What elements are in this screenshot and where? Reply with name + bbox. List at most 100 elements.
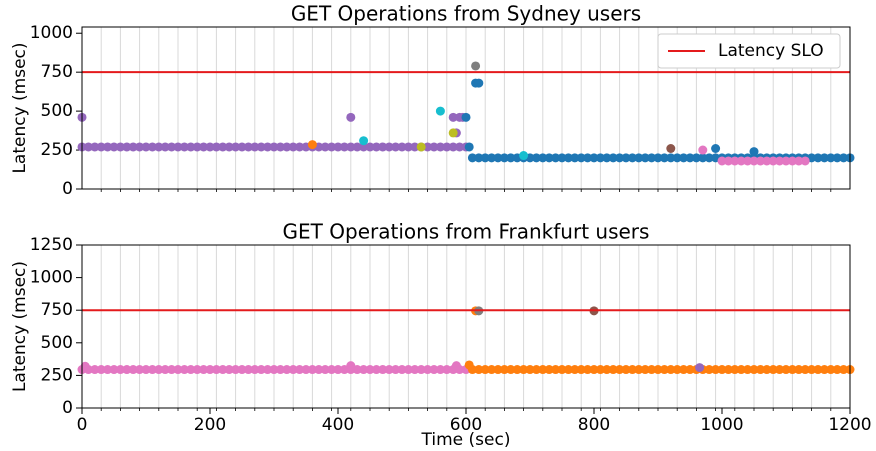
point <box>403 142 413 152</box>
point <box>819 153 829 163</box>
point <box>570 365 580 375</box>
point <box>551 153 561 163</box>
point <box>557 365 567 375</box>
point <box>666 153 676 163</box>
y-tick-label: 750 <box>41 300 73 320</box>
y-tick-label: 0 <box>62 179 73 199</box>
point <box>416 365 426 375</box>
axes-frame <box>81 244 851 409</box>
x-tick-label: 1200 <box>828 415 871 435</box>
point <box>103 142 113 152</box>
point <box>115 142 125 152</box>
point <box>557 153 567 163</box>
point <box>365 142 375 152</box>
point <box>282 365 292 375</box>
point <box>493 153 503 163</box>
point <box>186 142 196 152</box>
point <box>231 365 241 375</box>
axes-frame <box>81 26 851 190</box>
subplot: 0 200 400 600 800 1000 1200 0 250 500 750 1000 1250 G… <box>10 220 872 451</box>
point <box>615 365 625 375</box>
point <box>256 365 266 375</box>
point <box>128 142 138 152</box>
point <box>435 142 445 152</box>
point <box>96 142 106 152</box>
point <box>141 142 151 152</box>
point <box>698 145 708 155</box>
point <box>775 365 785 375</box>
point <box>679 153 689 163</box>
point <box>704 153 714 163</box>
point <box>314 365 324 375</box>
point <box>832 153 842 163</box>
point <box>250 142 260 152</box>
point <box>487 153 497 163</box>
y-tick-label: 750 <box>41 62 73 82</box>
point <box>698 153 708 163</box>
chart-title: GET Operations from Sydney users <box>291 2 641 26</box>
point <box>717 365 727 375</box>
point <box>621 365 631 375</box>
point <box>730 156 740 166</box>
point <box>768 365 778 375</box>
point <box>205 365 215 375</box>
point <box>103 365 113 375</box>
point <box>551 365 561 375</box>
point <box>378 142 388 152</box>
point <box>384 142 394 152</box>
point <box>723 365 733 375</box>
point <box>755 156 765 166</box>
point <box>755 365 765 375</box>
point <box>192 365 202 375</box>
point <box>231 142 241 152</box>
y-tick-label: 1000 <box>30 23 73 43</box>
point <box>538 365 548 375</box>
point <box>320 365 330 375</box>
point <box>320 142 330 152</box>
point <box>371 142 381 152</box>
point <box>301 365 311 375</box>
point <box>563 153 573 163</box>
point <box>346 142 356 152</box>
point <box>282 142 292 152</box>
point <box>627 365 637 375</box>
point <box>826 153 836 163</box>
point <box>218 142 228 152</box>
point <box>346 112 356 122</box>
point <box>602 365 612 375</box>
point <box>83 142 93 152</box>
point <box>135 365 145 375</box>
point <box>122 142 132 152</box>
point <box>832 365 842 375</box>
point <box>416 142 426 152</box>
point <box>173 365 183 375</box>
point <box>224 365 234 375</box>
point <box>295 365 305 375</box>
point <box>128 365 138 375</box>
point <box>762 365 772 375</box>
subplot: 0 250 500 750 1000 GET Operations from Sydney… <box>10 2 855 199</box>
x-tick-label: 400 <box>322 415 354 435</box>
point <box>819 365 829 375</box>
point <box>410 365 420 375</box>
point <box>359 365 369 375</box>
legend-label: Latency SLO <box>718 41 824 61</box>
y-tick-label: 500 <box>41 101 73 121</box>
point <box>109 365 119 375</box>
point <box>487 365 497 375</box>
point <box>359 142 369 152</box>
point <box>787 365 797 375</box>
point <box>570 153 580 163</box>
point <box>474 365 484 375</box>
point <box>288 142 298 152</box>
point <box>595 153 605 163</box>
point <box>762 156 772 166</box>
point <box>448 142 458 152</box>
point <box>211 142 221 152</box>
point <box>435 365 445 375</box>
point <box>653 365 663 375</box>
point <box>595 365 605 375</box>
point <box>685 365 695 375</box>
point <box>339 142 349 152</box>
